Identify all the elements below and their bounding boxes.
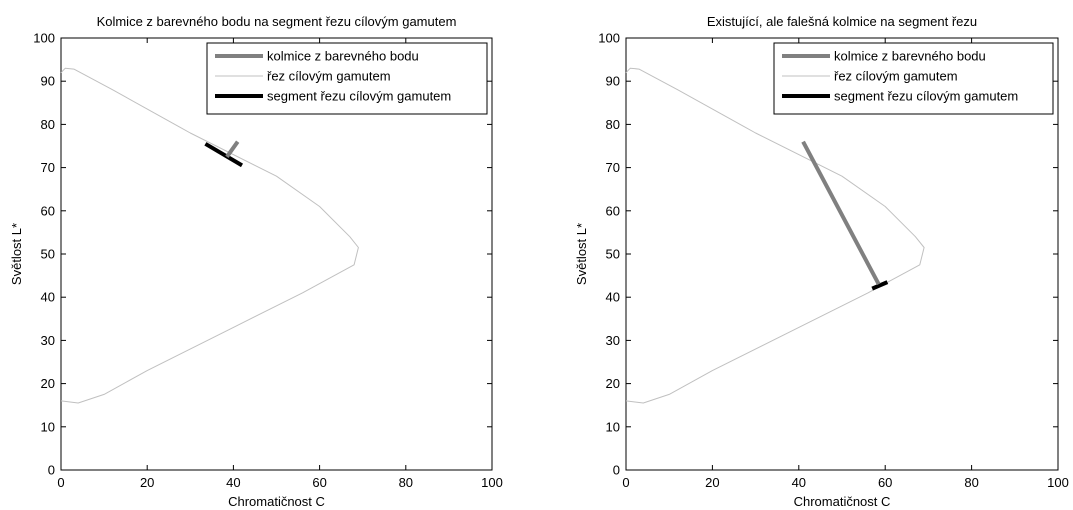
legend-entry: segment řezu cílovým gamutem [267, 89, 451, 104]
legend-entry: kolmice z barevného bodu [834, 49, 986, 64]
y-tick-label: 10 [41, 419, 55, 434]
y-tick-label: 20 [606, 376, 620, 391]
y-tick-label: 60 [41, 203, 55, 218]
y-tick-label: 80 [41, 117, 55, 132]
y-tick-label: 60 [606, 203, 620, 218]
x-axis-label: Chromatičnost C [228, 494, 325, 509]
y-tick-label: 50 [606, 247, 620, 262]
x-tick-label: 40 [226, 475, 240, 490]
series-line-1 [801, 140, 881, 286]
x-tick-label: 60 [312, 475, 326, 490]
legend-box [206, 42, 488, 115]
x-tick-label: 20 [705, 475, 719, 490]
legend-entry: řez cílovým gamutem [834, 69, 958, 84]
y-tick-label: 90 [606, 74, 620, 89]
y-tick-label: 10 [606, 419, 620, 434]
chart-panel-1: Kolmice z barevného bodu na segment řezu… [9, 14, 503, 509]
x-tick-label: 20 [140, 475, 154, 490]
y-tick-label: 70 [606, 160, 620, 175]
x-tick-label: 100 [1047, 475, 1069, 490]
y-axis-label: Světlost L* [574, 223, 589, 285]
y-tick-label: 90 [41, 74, 55, 89]
y-tick-label: 30 [41, 333, 55, 348]
y-tick-label: 20 [41, 376, 55, 391]
y-tick-label: 80 [606, 117, 620, 132]
x-tick-label: 80 [399, 475, 413, 490]
y-axis-label: Světlost L* [9, 223, 24, 285]
y-tick-label: 0 [613, 463, 620, 478]
series-line-2 [60, 67, 359, 404]
y-tick-label: 50 [41, 247, 55, 262]
x-tick-label: 80 [964, 475, 978, 490]
x-axis-label: Chromatičnost C [794, 494, 891, 509]
x-tick-label: 0 [622, 475, 629, 490]
y-tick-label: 30 [606, 333, 620, 348]
series-line-3 [204, 142, 244, 168]
series-line-1 [225, 140, 240, 158]
x-tick-label: 40 [792, 475, 806, 490]
series-line-2 [625, 67, 925, 404]
legend: kolmice z barevného bodu řez cílovým gamu… [773, 42, 1054, 115]
legend: kolmice z barevného bodu řez cílovým gamu… [206, 42, 488, 115]
y-tick-label: 70 [41, 160, 55, 175]
chart-title: Existující, ale falešná kolmice na segme… [707, 14, 977, 29]
y-tick-label: 40 [606, 290, 620, 305]
x-tick-label: 100 [481, 475, 503, 490]
chart-panel-2: Existující, ale falešná kolmice na segme… [574, 14, 1069, 509]
x-tick-label: 0 [57, 475, 64, 490]
legend-entry: řez cílovým gamutem [267, 69, 391, 84]
legend-entry: kolmice z barevného bodu [267, 49, 419, 64]
y-tick-label: 0 [48, 463, 55, 478]
series-line-3 [871, 280, 889, 291]
y-tick-label: 40 [41, 290, 55, 305]
y-tick-label: 100 [33, 31, 55, 46]
y-tick-label: 100 [598, 31, 620, 46]
legend-entry: segment řezu cílovým gamutem [834, 89, 1018, 104]
x-tick-label: 60 [878, 475, 892, 490]
chart-title: Kolmice z barevného bodu na segment řezu… [97, 14, 457, 29]
